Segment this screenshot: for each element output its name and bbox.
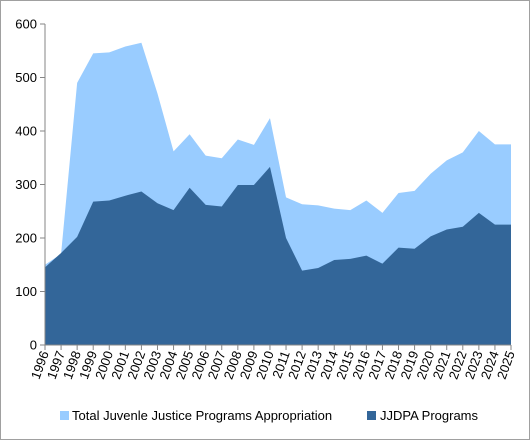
plot-area — [45, 42, 511, 345]
y-tick-label: 300 — [15, 177, 37, 192]
y-axis-ticks: 0 100 200 300 400 500 600 — [15, 17, 45, 353]
y-tick-label: 100 — [15, 284, 37, 299]
legend-label-jjdpa: JJDPA Programs — [380, 408, 479, 423]
y-tick-label: 500 — [15, 70, 37, 85]
legend: Total Juvenle Justice Programs Appropria… — [60, 408, 479, 423]
y-tick-label: 400 — [15, 124, 37, 139]
legend-label-total: Total Juvenle Justice Programs Appropria… — [72, 408, 332, 423]
y-tick-label: 200 — [15, 231, 37, 246]
y-tick-label: 0 — [30, 338, 37, 353]
legend-swatch-jjdpa — [367, 411, 376, 420]
legend-swatch-total — [60, 411, 69, 420]
y-tick-label: 600 — [15, 17, 37, 32]
x-axis-ticks: 1996199719981999200020012002200320042005… — [28, 345, 518, 381]
area-series-1 — [45, 166, 511, 345]
